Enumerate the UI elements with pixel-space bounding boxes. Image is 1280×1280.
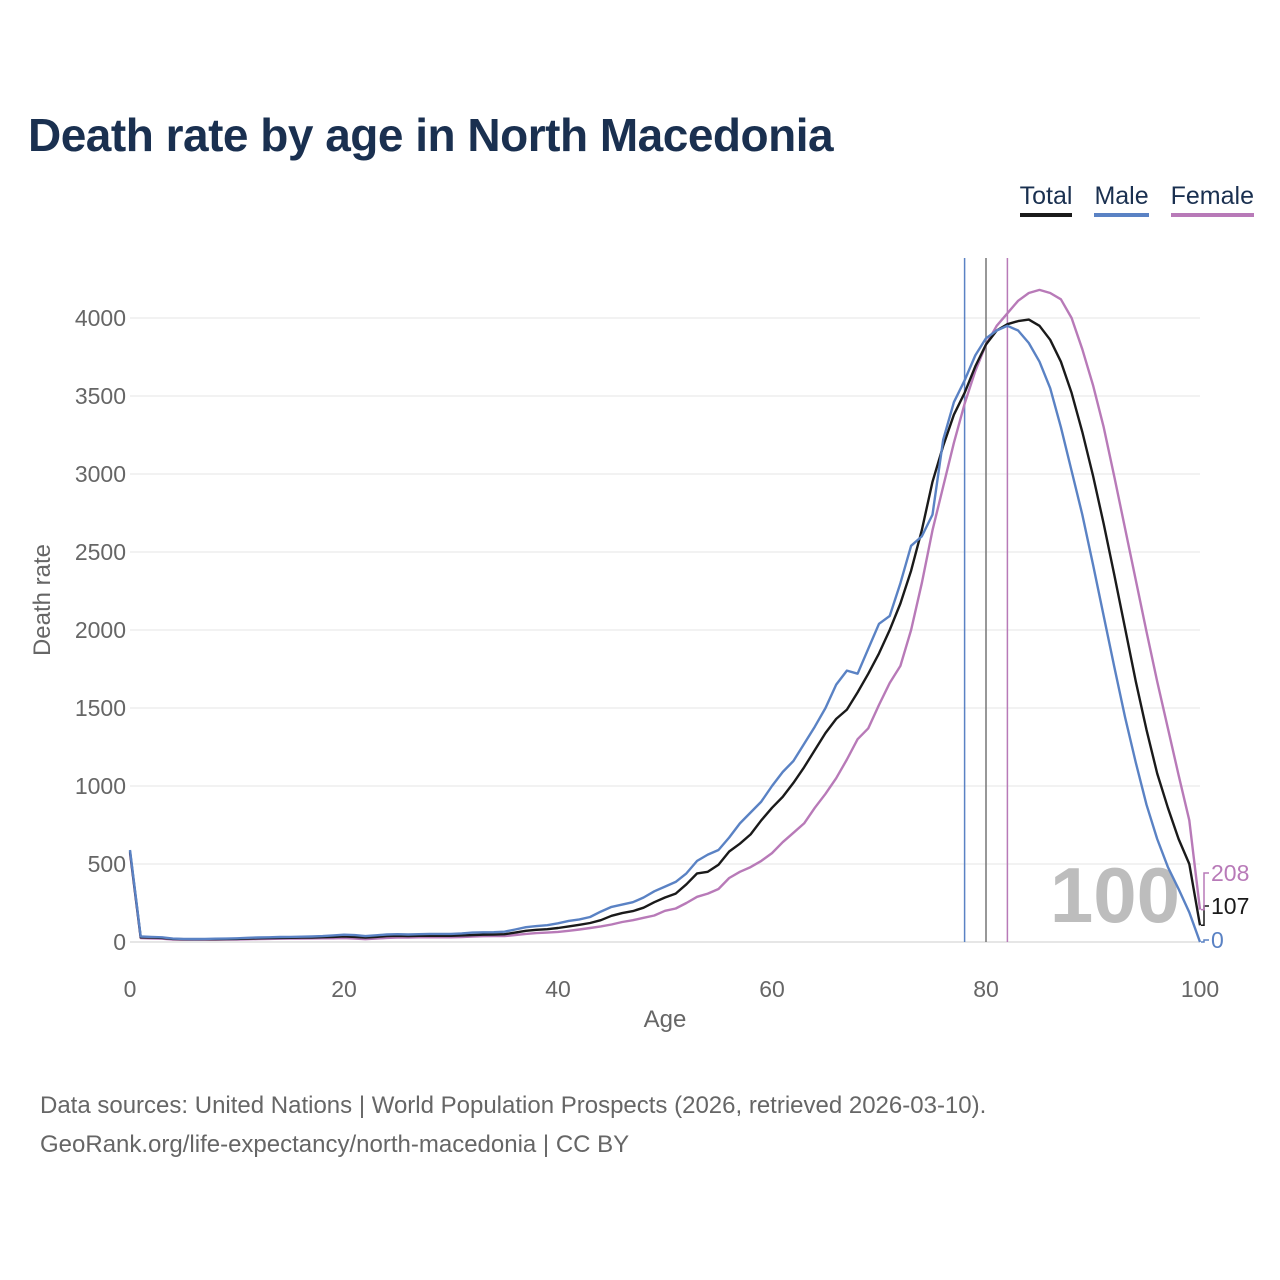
highlight-age-watermark: 100 <box>1050 851 1180 939</box>
y-tick-label: 500 <box>88 851 126 877</box>
credit-note: GeoRank.org/life-expectancy/north-macedo… <box>40 1131 630 1158</box>
y-tick-label: 2000 <box>75 617 126 643</box>
y-tick-label: 1500 <box>75 695 126 721</box>
footer: Data sources: United Nations | World Pop… <box>40 1086 986 1164</box>
y-tick-label: 2500 <box>75 539 126 565</box>
x-tick-label: 40 <box>545 976 571 1002</box>
gridlines <box>130 317 1200 943</box>
series-line-female <box>128 288 1202 941</box>
end-label-male: 0 <box>1211 927 1224 953</box>
end-labels: 107 0 208 <box>1201 860 1249 953</box>
legend-item-male[interactable]: Male <box>1094 182 1149 217</box>
end-label-connector-female <box>1201 872 1209 911</box>
x-tick-label: 80 <box>973 976 999 1002</box>
legend-item-female[interactable]: Female <box>1170 182 1254 217</box>
y-tick-label: 0 <box>113 929 126 955</box>
x-tick-label: 100 <box>1181 976 1219 1002</box>
x-axis-label: Age <box>644 1006 687 1033</box>
y-axis-ticks: 0 500 1000 1500 2000 2500 3000 3500 4000 <box>75 305 126 955</box>
source-note: Data sources: United Nations | World Pop… <box>40 1092 987 1119</box>
y-tick-label: 1000 <box>75 773 126 799</box>
x-tick-label: 20 <box>331 976 357 1002</box>
y-axis-label: Death rate <box>29 544 56 656</box>
reference-lines <box>963 258 1009 942</box>
end-label-female: 208 <box>1211 860 1249 886</box>
end-label-connector-total <box>1201 905 1209 927</box>
y-tick-label: 3500 <box>75 383 126 409</box>
x-axis-ticks: 0 20 40 60 80 100 <box>124 976 1220 1002</box>
y-tick-label: 3000 <box>75 461 126 487</box>
y-tick-label: 4000 <box>75 305 126 331</box>
end-label-connector-male <box>1201 939 1209 943</box>
series-lines <box>128 288 1202 943</box>
chart-title: Death rate by age in North Macedonia <box>28 109 834 161</box>
x-tick-label: 60 <box>759 976 785 1002</box>
series-line-male <box>128 324 1202 943</box>
end-label-total: 107 <box>1211 893 1249 919</box>
x-tick-label: 0 <box>124 976 137 1002</box>
legend: Total Male Female <box>1019 182 1254 217</box>
legend-item-total[interactable]: Total <box>1019 182 1073 217</box>
